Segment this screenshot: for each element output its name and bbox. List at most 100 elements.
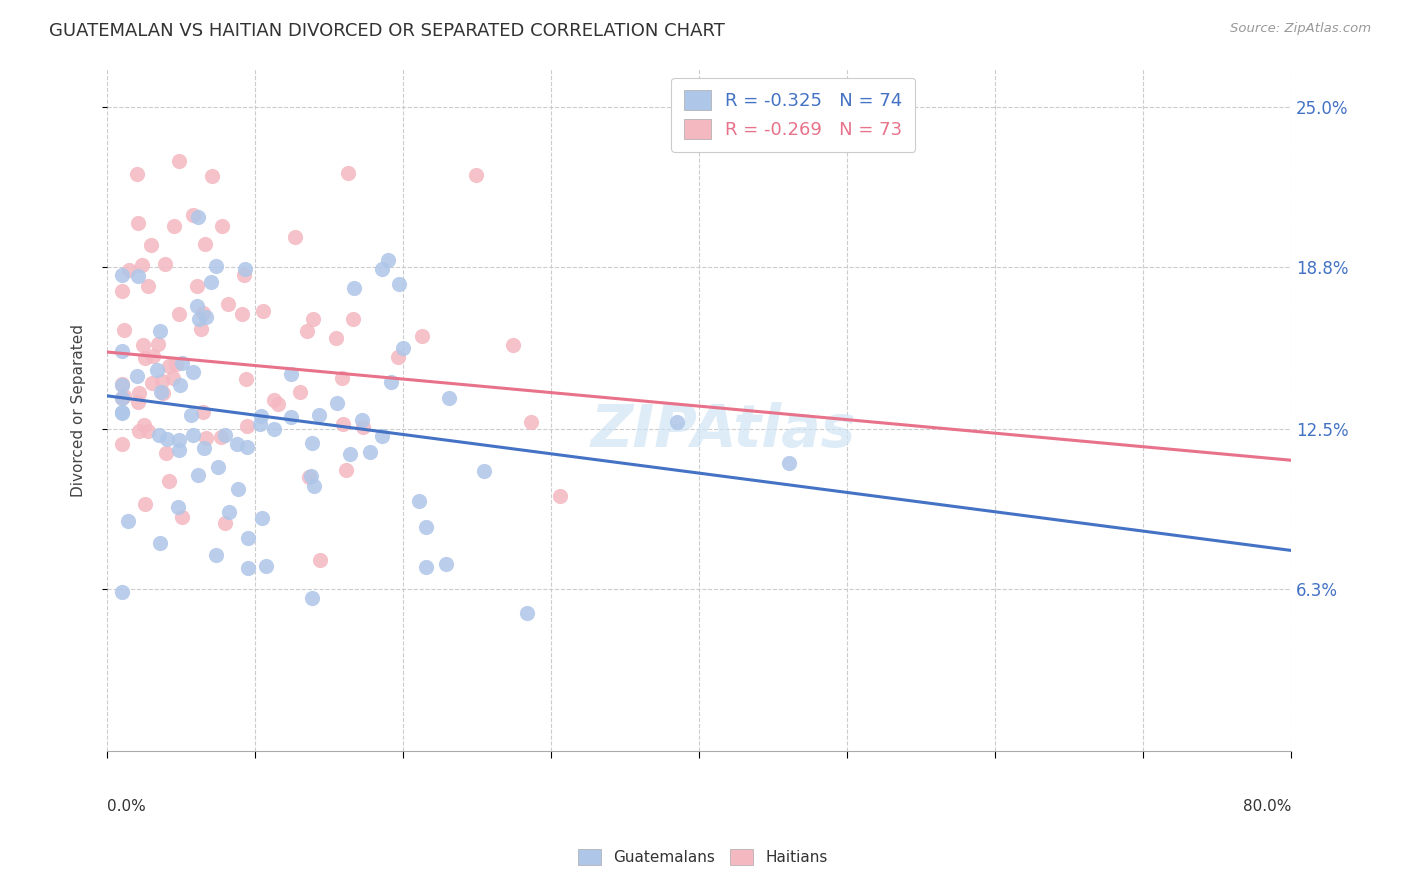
Point xyxy=(236,418,259,433)
Point xyxy=(128,424,150,438)
Point xyxy=(377,252,399,267)
Point xyxy=(155,446,177,460)
Point xyxy=(252,304,274,318)
Point xyxy=(250,511,273,525)
Point xyxy=(183,366,205,380)
Point xyxy=(472,463,495,477)
Point xyxy=(169,433,191,447)
Text: 0.0%: 0.0% xyxy=(107,799,146,814)
Point xyxy=(301,311,323,326)
Point xyxy=(302,479,325,493)
Point xyxy=(218,505,240,519)
Point xyxy=(193,306,215,320)
Point xyxy=(165,357,187,371)
Point xyxy=(387,351,409,365)
Point xyxy=(146,363,169,377)
Point xyxy=(193,441,215,455)
Point xyxy=(666,415,689,429)
Point xyxy=(111,406,134,420)
Point xyxy=(111,391,134,405)
Point xyxy=(439,391,461,405)
Point xyxy=(134,351,156,365)
Point xyxy=(157,359,180,373)
Point xyxy=(301,436,323,450)
Point xyxy=(332,417,354,431)
Point xyxy=(142,350,165,364)
Text: 80.0%: 80.0% xyxy=(1243,799,1291,814)
Point xyxy=(231,307,253,321)
Point xyxy=(136,279,159,293)
Point xyxy=(214,428,236,442)
Text: ZIPAtlas: ZIPAtlas xyxy=(591,402,856,459)
Point xyxy=(214,516,236,531)
Point xyxy=(187,467,209,482)
Point xyxy=(180,408,202,422)
Point xyxy=(186,299,208,313)
Point xyxy=(127,369,149,384)
Point xyxy=(111,377,134,392)
Point xyxy=(136,424,159,438)
Point xyxy=(297,470,319,484)
Point xyxy=(280,368,302,382)
Point xyxy=(205,549,228,563)
Point xyxy=(181,428,204,442)
Point xyxy=(249,417,271,432)
Point xyxy=(141,376,163,391)
Point xyxy=(170,356,193,370)
Point xyxy=(162,219,184,233)
Point xyxy=(295,325,318,339)
Point xyxy=(236,531,259,545)
Point xyxy=(150,374,173,388)
Point xyxy=(117,514,139,528)
Point xyxy=(139,237,162,252)
Point xyxy=(465,168,488,182)
Point xyxy=(190,322,212,336)
Point xyxy=(167,442,190,457)
Point xyxy=(280,410,302,425)
Point xyxy=(548,489,571,503)
Point xyxy=(339,447,361,461)
Point xyxy=(263,422,285,436)
Point xyxy=(156,432,179,446)
Point xyxy=(194,310,217,325)
Point xyxy=(343,281,366,295)
Point xyxy=(326,396,349,410)
Point xyxy=(112,389,135,403)
Point xyxy=(127,216,149,230)
Point xyxy=(226,482,249,496)
Point xyxy=(187,311,209,326)
Point xyxy=(162,371,184,385)
Point xyxy=(194,431,217,445)
Point xyxy=(134,497,156,511)
Point xyxy=(157,474,180,488)
Point xyxy=(233,262,256,277)
Point xyxy=(149,324,172,338)
Point xyxy=(250,409,273,423)
Legend: R = -0.325   N = 74, R = -0.269   N = 73: R = -0.325 N = 74, R = -0.269 N = 73 xyxy=(671,78,915,152)
Legend: Guatemalans, Haitians: Guatemalans, Haitians xyxy=(572,843,834,871)
Point xyxy=(301,591,323,606)
Point xyxy=(183,208,205,222)
Point xyxy=(209,429,232,443)
Point xyxy=(201,169,224,184)
Point xyxy=(194,237,217,252)
Point xyxy=(111,585,134,599)
Point xyxy=(205,260,228,274)
Point xyxy=(238,560,260,574)
Point xyxy=(146,337,169,351)
Point xyxy=(235,372,257,386)
Point xyxy=(359,445,381,459)
Point xyxy=(308,408,330,422)
Point xyxy=(167,154,190,169)
Point xyxy=(169,378,191,392)
Point xyxy=(111,377,134,392)
Point xyxy=(342,312,364,326)
Point xyxy=(150,385,173,400)
Point xyxy=(149,536,172,550)
Text: GUATEMALAN VS HAITIAN DIVORCED OR SEPARATED CORRELATION CHART: GUATEMALAN VS HAITIAN DIVORCED OR SEPARA… xyxy=(49,22,725,40)
Point xyxy=(166,500,188,514)
Point xyxy=(111,437,134,451)
Point xyxy=(170,510,193,524)
Point xyxy=(125,167,148,181)
Point xyxy=(132,338,155,352)
